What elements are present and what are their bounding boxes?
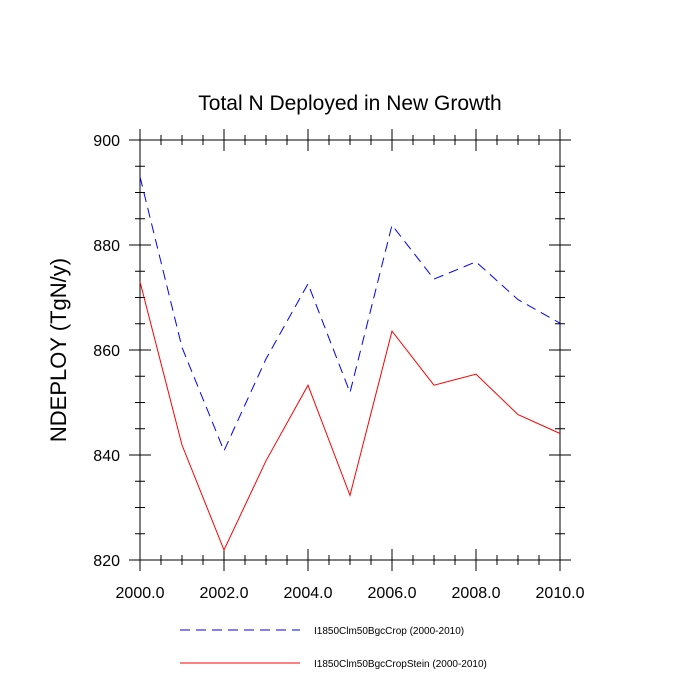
y-tick-label: 860: [93, 343, 120, 360]
minor-ticks: [135, 135, 565, 565]
y-tick-labels: 820 840 860 880 900: [93, 133, 120, 570]
x-tick-label: 2008.0: [452, 585, 501, 602]
x-tick-label: 2010.0: [536, 585, 585, 602]
y-tick-label: 900: [93, 133, 120, 150]
series-layer: [139, 176, 561, 552]
chart-title: Total N Deployed in New Growth: [198, 92, 501, 115]
legend-label-2: I1850Clm50BgcCropStein (2000-2010): [314, 659, 487, 670]
x-tick-label: 2000.0: [116, 585, 165, 602]
major-ticks: [129, 129, 571, 571]
series-line-2: [139, 281, 561, 552]
x-tick-labels: 2000.0 2002.0 2004.0 2006.0 2008.0 2010.0: [116, 585, 585, 602]
legend: I1850Clm50BgcCrop (2000-2010) I1850Clm50B…: [180, 626, 487, 670]
y-tick-label: 840: [93, 448, 120, 465]
y-tick-label: 880: [93, 238, 120, 255]
series-line-1: [139, 176, 561, 453]
x-tick-label: 2002.0: [200, 585, 249, 602]
x-tick-label: 2004.0: [284, 585, 333, 602]
legend-label-1: I1850Clm50BgcCrop (2000-2010): [314, 626, 464, 637]
y-tick-label: 820: [93, 553, 120, 570]
x-tick-label: 2006.0: [368, 585, 417, 602]
y-axis-label: NDEPLOY (TgN/y): [46, 258, 71, 442]
